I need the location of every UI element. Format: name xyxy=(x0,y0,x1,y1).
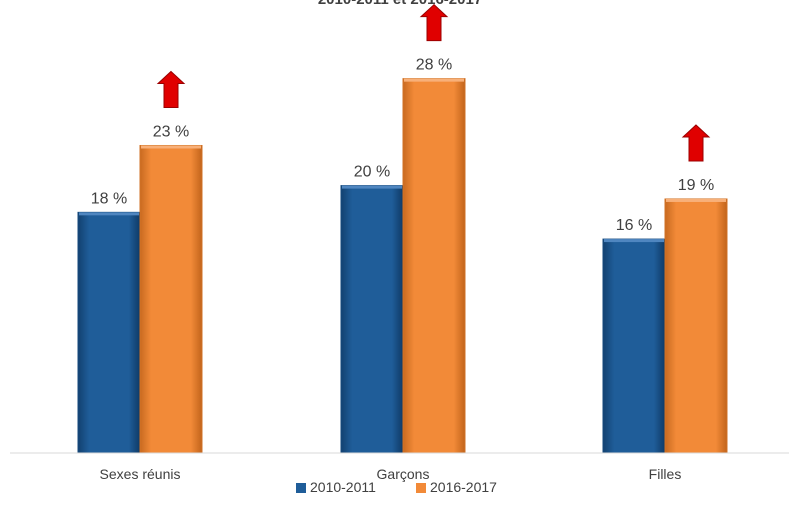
legend: 2010-2011 2016-2017 xyxy=(296,479,497,495)
bar-highlight-1-1 xyxy=(79,212,139,216)
bar-highlight-1-2 xyxy=(342,185,402,189)
legend-label-1: 2010-2011 xyxy=(310,479,376,495)
data-labels-layer: 18 % 23 % 20 % 28 % 16 % 19 % xyxy=(91,57,714,234)
data-label: 20 % xyxy=(354,164,390,181)
up-arrow-icon xyxy=(419,3,449,42)
up-arrow-icon xyxy=(681,124,711,162)
category-label: Filles xyxy=(649,466,682,482)
bar-highlight-2-2 xyxy=(404,78,464,82)
data-label: 28 % xyxy=(416,57,452,74)
bar-orange-2 xyxy=(402,78,466,454)
bar-blue-2 xyxy=(340,185,404,454)
bar-highlight-2-1 xyxy=(141,145,201,149)
up-arrow-icon xyxy=(156,70,186,108)
data-label: 16 % xyxy=(616,217,652,234)
legend-swatch-1 xyxy=(296,483,306,493)
bar-highlight-1-3 xyxy=(604,239,664,243)
arrows-layer xyxy=(156,3,711,162)
legend-swatch-2 xyxy=(416,483,426,493)
bar-orange-1 xyxy=(139,144,203,454)
category-label: Garçons xyxy=(377,466,430,482)
category-labels-layer: Sexes réunis Garçons Filles xyxy=(100,466,682,482)
category-label: Sexes réunis xyxy=(100,466,181,482)
legend-label-2: 2016-2017 xyxy=(430,479,497,495)
bar-orange-3 xyxy=(664,198,728,454)
data-label: 19 % xyxy=(678,177,714,194)
bar-highlight-2-3 xyxy=(666,198,726,202)
data-label: 18 % xyxy=(91,190,127,207)
bar-blue-1 xyxy=(77,211,141,454)
bar-blue-3 xyxy=(602,238,666,454)
data-label: 23 % xyxy=(153,123,189,140)
chart-title: 2010-2011 et 2016-2017 xyxy=(318,0,482,8)
